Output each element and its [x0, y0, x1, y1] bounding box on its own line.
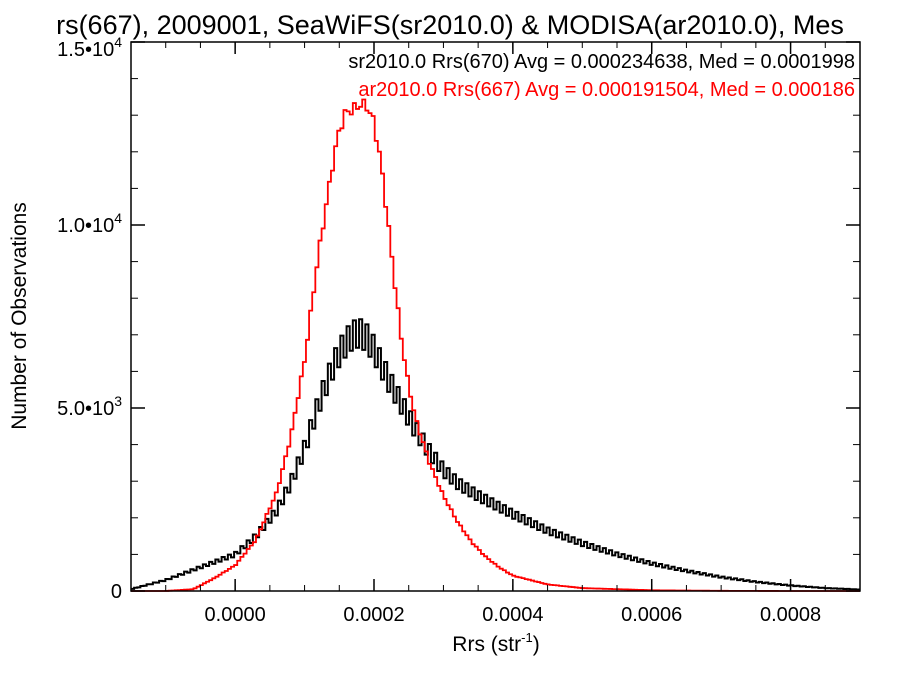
y-tick-base: 1.5•10 — [57, 39, 114, 61]
series-black-histogram — [131, 318, 860, 591]
x-tick-label: 0.0002 — [343, 604, 404, 626]
legend-entry-red: ar2010.0 Rrs(667) Avg = 0.000191504, Med… — [358, 79, 855, 101]
series-red-histogram — [131, 98, 860, 592]
y-tick-label: 5.0•103 — [57, 393, 122, 420]
y-tick-exponent: 3 — [114, 393, 122, 409]
x-tick-label: 0.0000 — [205, 604, 266, 626]
y-tick-base: 1.0•10 — [57, 215, 114, 237]
series-layer — [131, 98, 860, 592]
plot-frame — [130, 41, 861, 592]
y-tick-label: 0 — [111, 581, 122, 603]
x-axis-label: Rrs (str-1) — [452, 630, 539, 656]
y-axis-label: Number of Observations — [8, 202, 31, 430]
y-tick-base: 0 — [111, 581, 122, 603]
y-tick-label: 1.5•104 — [57, 34, 122, 61]
y-tick-base: 5.0•10 — [57, 398, 114, 420]
y-tick-exponent: 4 — [114, 34, 122, 50]
x-ticks: 0.0000 0.0002 0.0004 0.0006 0.0008 — [130, 42, 861, 626]
x-tick-label: 0.0006 — [621, 604, 682, 626]
x-tick-label: 0.0008 — [760, 604, 821, 626]
chart-title: rs(667), 2009001, SeaWiFS(sr2010.0) & MO… — [56, 10, 844, 40]
legend-entry-black: sr2010.0 Rrs(670) Avg = 0.000234638, Med… — [348, 51, 855, 73]
y-tick-exponent: 4 — [114, 210, 122, 226]
y-tick-label: 1.0•104 — [57, 210, 122, 237]
x-tick-label: 0.0004 — [482, 604, 543, 626]
